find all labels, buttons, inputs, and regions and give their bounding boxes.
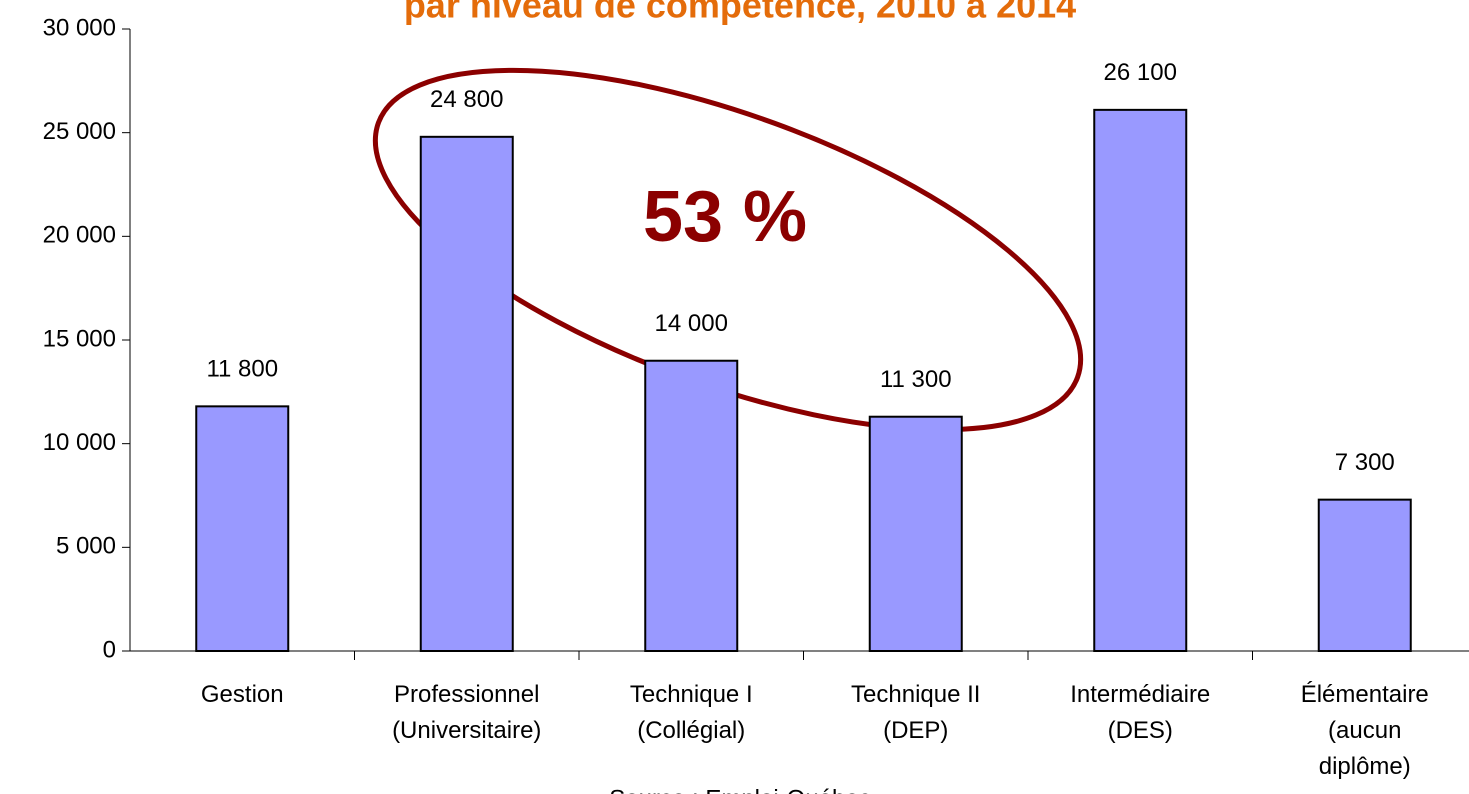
bar xyxy=(868,415,963,653)
source: Source : Emploi-Québec xyxy=(609,785,870,794)
x-tick-label: Élémentaire (aucun diplôme) xyxy=(1300,681,1429,780)
x-tick-label: Gestion xyxy=(200,681,284,708)
bar xyxy=(195,405,290,653)
annotation: 53 % xyxy=(643,177,807,257)
value-label: 7 300 xyxy=(1335,449,1395,476)
x-tick-label: Technique II (DEP) xyxy=(851,681,981,744)
value-label: 26 100 xyxy=(1104,59,1177,86)
y-tick-label: 25 000 xyxy=(43,118,116,145)
y-tick-label: 0 xyxy=(103,636,116,663)
y-tick-label: 30 000 xyxy=(43,14,116,41)
x-tick-label: Intermédiaire (DES) xyxy=(1070,681,1211,744)
y-tick-label: 5 000 xyxy=(56,533,116,560)
x-tick-label: Technique I (Collégial) xyxy=(629,681,753,744)
bar xyxy=(644,359,739,652)
bar xyxy=(1093,108,1188,653)
bar xyxy=(1317,498,1412,652)
y-tick-label: 15 000 xyxy=(43,325,116,352)
bar xyxy=(419,135,514,652)
y-tick-label: 10 000 xyxy=(43,429,116,456)
value-label: 14 000 xyxy=(655,310,728,337)
value-label: 11 800 xyxy=(206,356,278,383)
x-tick-label: Professionnel (Universitaire) xyxy=(392,681,542,744)
chart-title: par niveau de compétence, 2010 à 2014 xyxy=(404,0,1076,26)
value-label: 11 300 xyxy=(880,366,952,393)
y-tick-label: 20 000 xyxy=(43,222,116,249)
value-label: 24 800 xyxy=(430,86,503,113)
